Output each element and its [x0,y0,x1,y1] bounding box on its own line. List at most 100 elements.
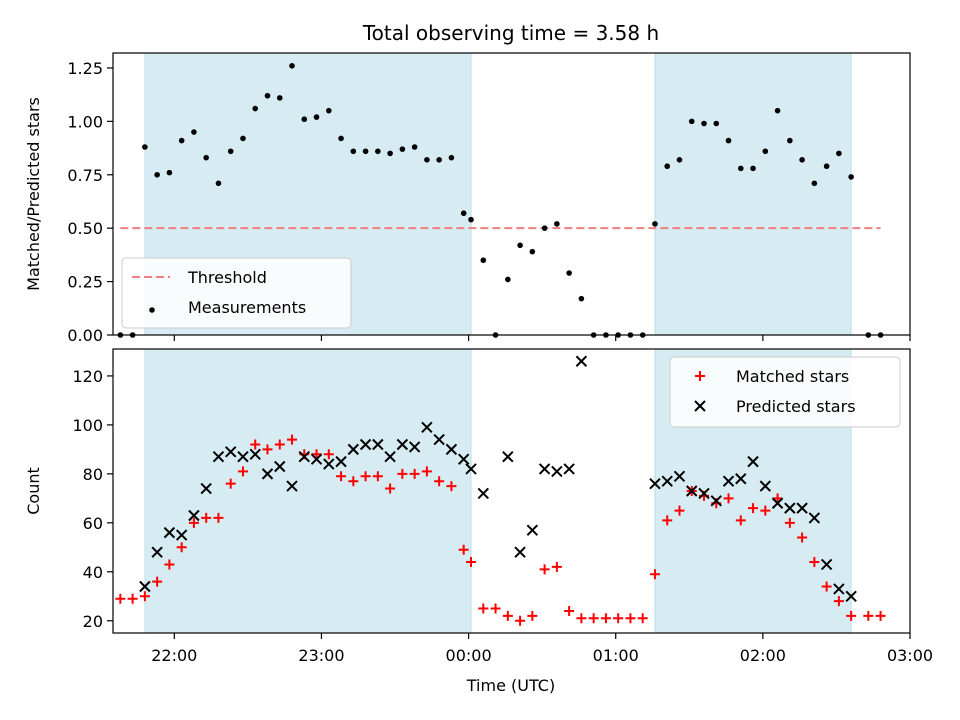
matched-stars-point [336,471,347,482]
matched-stars-point [250,439,261,450]
measurement-point [313,114,320,120]
matched-stars-point [551,561,562,572]
matched-stars-point [188,517,199,528]
predicted-stars-point [396,438,409,451]
shaded-interval-2 [654,52,852,336]
y-tick-label: 40 [83,563,103,582]
x-tick-label: 23:00 [298,646,344,665]
y-tick-label: 20 [83,612,103,631]
matched-stars-point [372,471,383,482]
predicted-stars-point [225,446,237,458]
matched-stars-point [287,434,298,445]
measurement-point [541,225,548,231]
measurement-point [276,95,283,101]
matched-stars-point [164,559,175,570]
matched-stars-point [225,478,236,489]
measurement-point [227,148,234,155]
matched-stars-point [784,517,795,528]
legend-box [669,356,901,428]
predicted-stars-point [735,473,747,485]
predicted-stars-point [771,497,784,509]
matched-stars-point [397,468,408,479]
measurement-point [517,242,523,249]
shaded-interval-1 [144,348,472,634]
predicted-stars-point [335,455,347,468]
predicted-stars-point [310,453,323,465]
predicted-stars-point [433,433,445,446]
predicted-stars-point [151,546,163,558]
measurement-point [725,137,732,144]
measurement-point [676,157,683,163]
predicted-stars-point [188,509,200,522]
matched-stars-point [348,476,359,487]
predicted-stars-point [698,487,710,500]
predicted-stars-point [237,451,249,463]
axes-frame [112,348,911,634]
predicted-stars-point [575,355,588,367]
measurement-point [215,180,222,187]
y-tick-label: 0.50 [67,219,103,238]
measurement-point [154,171,160,178]
measurement-point [252,105,259,112]
predicted-stars-point [139,580,151,593]
x-tick-label: 01:00 [593,646,639,665]
matched-stars-point [421,466,432,477]
predicted-stars-point [808,512,821,524]
matched-stars-point [797,532,808,543]
legend-label: Predicted stars [736,397,856,416]
matched-stars-point [446,481,457,492]
predicted-stars-point [274,460,286,473]
predicted-stars-point [845,590,857,602]
measurement-point [289,63,295,69]
matched-stars-point [323,449,334,460]
matched-stars-point [674,505,685,516]
x-tick-label: 22:00 [151,646,197,665]
predicted-stars-point [563,463,575,475]
matched-stars-point [490,603,501,614]
matched-stars-point [662,515,673,526]
axes-frame [112,52,911,336]
matched-stars-point [176,542,187,553]
predicted-stars-point [384,451,396,463]
predicted-stars-point [200,482,212,495]
measurement-point [823,163,830,170]
measurement-point [460,210,467,217]
measurement-point [664,163,671,170]
matched-stars-point [875,610,886,621]
measurement-point [436,157,442,163]
matched-stars-point [588,613,599,624]
measurement-point [448,154,455,161]
measurement-point [811,180,818,187]
matched-stars-point [564,605,575,616]
x-tick-label: 00:00 [446,646,492,665]
y-axis-label: Count [24,467,43,515]
predicted-stars-point [298,451,310,463]
predicted-stars-point [477,487,490,500]
predicted-stars-point [261,468,274,480]
predicted-stars-point [249,448,261,460]
matched-stars-point [735,515,746,526]
predicted-stars-point [649,477,661,490]
predicted-stars-point [551,465,563,478]
measurement-point [566,270,572,276]
matched-stars-point [434,476,445,487]
measurement-point [387,150,393,157]
matched-stars-point [458,544,469,555]
measurement-point [411,144,418,150]
predicted-stars-point [784,502,796,514]
legend-box [121,257,352,329]
measurement-point [737,165,744,172]
measurement-point [326,107,332,114]
predicted-stars-point [538,463,551,475]
matched-stars-point [360,471,371,482]
matched-stars-point [539,564,550,575]
matched-stars-point [274,439,285,450]
measurement-point [799,157,805,163]
measurement-point [375,148,381,155]
predicted-stars-point [175,529,188,541]
matched-stars-point [515,615,526,626]
predicted-stars-point [820,558,833,571]
measurement-point [338,135,344,142]
matched-stars-point [139,591,150,602]
